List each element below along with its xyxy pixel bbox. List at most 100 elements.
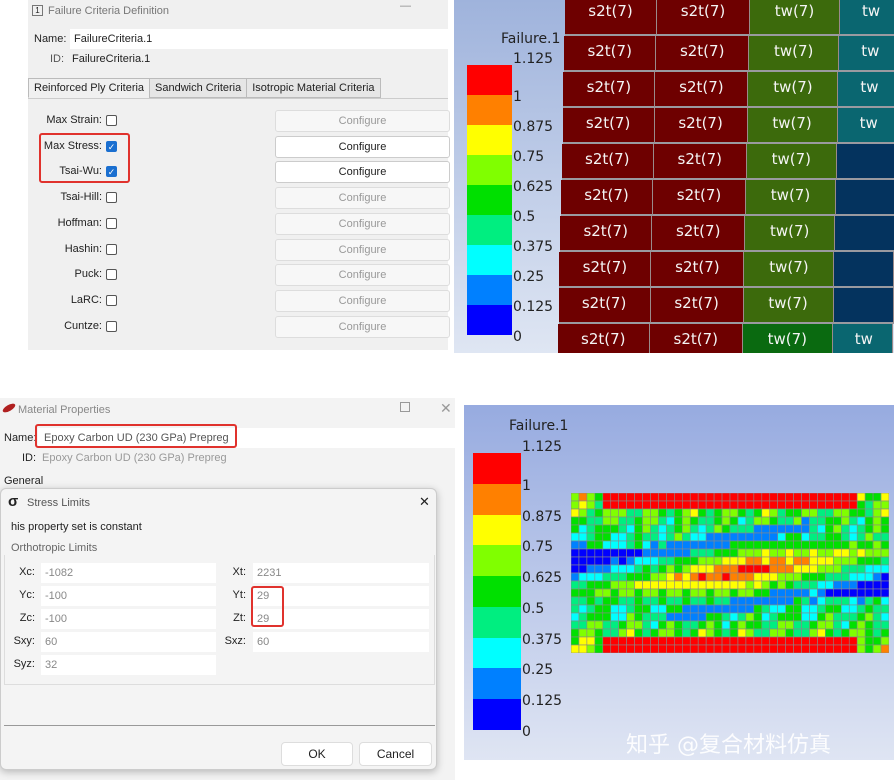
configure-button[interactable]: Configure bbox=[275, 315, 450, 338]
mesh-element bbox=[833, 548, 842, 558]
mesh-element bbox=[578, 556, 588, 566]
mesh-element bbox=[793, 493, 802, 502]
field-input[interactable]: 60 bbox=[253, 632, 429, 652]
tab-sandwich[interactable]: Sandwich Criteria bbox=[149, 78, 248, 98]
configure-button[interactable]: Configure bbox=[275, 238, 450, 261]
field-input[interactable]: -1082 bbox=[41, 563, 216, 583]
mesh-element bbox=[705, 532, 715, 542]
mesh-element bbox=[840, 564, 850, 574]
mesh-element bbox=[594, 636, 604, 646]
configure-button[interactable]: Configure bbox=[275, 264, 450, 287]
ok-button[interactable]: OK bbox=[281, 742, 353, 766]
criterion-checkbox[interactable] bbox=[106, 294, 117, 306]
mesh-element bbox=[634, 500, 643, 510]
mesh-element bbox=[642, 564, 651, 574]
mesh-element bbox=[642, 636, 651, 646]
configure-button[interactable]: Configure bbox=[275, 161, 450, 184]
field-label: Syz: bbox=[13, 658, 35, 670]
ply-cell bbox=[836, 144, 894, 180]
mesh-element bbox=[682, 508, 691, 518]
mesh-element bbox=[626, 508, 635, 518]
id-value: FailureCriteria.1 bbox=[72, 53, 151, 65]
mesh-element bbox=[753, 564, 763, 574]
mesh-element bbox=[571, 556, 580, 566]
criterion-checkbox[interactable]: ✓ bbox=[106, 166, 117, 178]
mesh-element bbox=[864, 556, 874, 566]
mesh-element bbox=[626, 612, 635, 622]
window-title: Failure Criteria Definition bbox=[48, 5, 170, 17]
criterion-checkbox[interactable] bbox=[106, 115, 117, 126]
mesh-element bbox=[840, 588, 850, 598]
mesh-element bbox=[825, 493, 834, 502]
field-input[interactable]: 32 bbox=[41, 655, 216, 675]
ply-cell: s2t(7) bbox=[558, 288, 651, 324]
highlight-box bbox=[35, 424, 237, 448]
mesh-element bbox=[682, 596, 691, 606]
minimize-button[interactable]: — bbox=[400, 0, 411, 12]
failure-contour-plot bbox=[571, 493, 889, 653]
field-input[interactable]: 60 bbox=[41, 632, 216, 652]
maximize-button[interactable] bbox=[400, 402, 410, 412]
mesh-element bbox=[594, 556, 604, 566]
mesh-element bbox=[833, 556, 842, 566]
mesh-element bbox=[761, 556, 771, 566]
mesh-element bbox=[689, 604, 699, 614]
criterion-label: Hashin: bbox=[64, 242, 102, 255]
cancel-button[interactable]: Cancel bbox=[359, 742, 432, 766]
legend-tick: 0.25 bbox=[513, 269, 545, 285]
field-input[interactable]: 29 bbox=[253, 609, 429, 629]
criterion-checkbox[interactable] bbox=[106, 217, 117, 229]
mesh-element bbox=[586, 636, 596, 646]
mesh-element bbox=[666, 612, 675, 622]
criterion-checkbox[interactable]: ✓ bbox=[106, 140, 117, 152]
ply-cell: tw bbox=[837, 108, 894, 144]
field-input[interactable]: -100 bbox=[41, 609, 216, 629]
mesh-element bbox=[697, 588, 707, 598]
mesh-element bbox=[864, 620, 874, 630]
tab-isotropic[interactable]: Isotropic Material Criteria bbox=[246, 78, 381, 98]
mesh-element bbox=[721, 500, 731, 510]
field-input[interactable]: 2231 bbox=[253, 563, 429, 583]
mesh-element bbox=[650, 532, 659, 542]
mesh-element bbox=[602, 548, 612, 558]
mesh-element bbox=[642, 596, 651, 606]
criterion-checkbox[interactable] bbox=[106, 269, 117, 281]
mesh-element bbox=[729, 508, 739, 518]
configure-button[interactable]: Configure bbox=[275, 187, 450, 210]
mesh-element bbox=[618, 556, 627, 566]
mesh-element bbox=[745, 628, 755, 638]
mesh-element bbox=[817, 628, 826, 638]
criterion-checkbox[interactable] bbox=[106, 243, 117, 255]
mesh-element bbox=[689, 612, 699, 622]
mesh-element bbox=[571, 564, 580, 574]
name-input[interactable] bbox=[38, 428, 455, 448]
mesh-element bbox=[682, 556, 691, 566]
field-input[interactable]: 29 bbox=[253, 586, 429, 606]
criterion-checkbox[interactable] bbox=[106, 192, 117, 204]
close-button[interactable]: ✕ bbox=[419, 494, 430, 509]
mesh-element bbox=[626, 628, 635, 638]
configure-button[interactable]: Configure bbox=[275, 135, 450, 158]
mesh-element bbox=[658, 580, 667, 590]
mesh-element bbox=[848, 493, 858, 502]
name-input[interactable] bbox=[70, 29, 448, 49]
mesh-element bbox=[840, 540, 850, 550]
mesh-element bbox=[666, 540, 675, 550]
legend-tick: 0.25 bbox=[522, 662, 554, 679]
window-icon: 1 bbox=[32, 5, 43, 16]
mesh-element bbox=[618, 532, 627, 542]
configure-button[interactable]: Configure bbox=[275, 110, 450, 132]
legend-title: Failure.1 bbox=[509, 418, 569, 434]
tab-reinforced-ply[interactable]: Reinforced Ply Criteria bbox=[28, 78, 151, 98]
mesh-element bbox=[737, 493, 747, 502]
ply-cell: tw(7) bbox=[746, 180, 836, 216]
field-input[interactable]: -100 bbox=[41, 586, 216, 606]
ply-cell: s2t(7) bbox=[654, 108, 748, 144]
mesh-element bbox=[689, 596, 699, 606]
criterion-checkbox[interactable] bbox=[106, 320, 117, 332]
mesh-element bbox=[618, 620, 627, 630]
configure-button[interactable]: Configure bbox=[275, 289, 450, 312]
close-button[interactable]: ✕ bbox=[440, 400, 452, 416]
configure-button[interactable]: Configure bbox=[275, 212, 450, 235]
mesh-element bbox=[610, 588, 619, 598]
